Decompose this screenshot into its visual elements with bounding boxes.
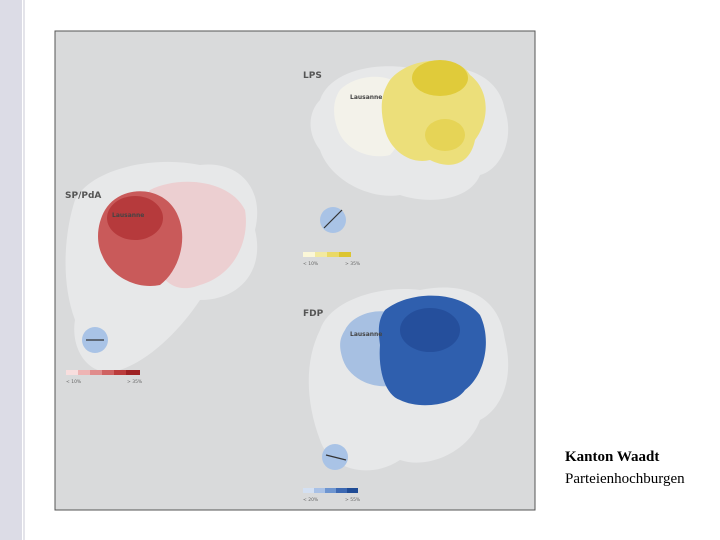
- legend-low: < 10%: [303, 261, 319, 267]
- slide-subtitle: Parteienhochburgen: [565, 471, 685, 487]
- legend-high: > 55%: [345, 497, 361, 503]
- city-label: Lausanne: [112, 212, 144, 219]
- map-sp: SP/PdA Lausanne < 10% > 35%: [65, 161, 258, 385]
- slide-title: Kanton Waadt: [565, 449, 659, 465]
- party-label: LPS: [303, 71, 322, 81]
- legend-high: > 35%: [345, 261, 361, 267]
- legend-low: < 20%: [303, 497, 319, 503]
- legend-low: < 10%: [66, 379, 82, 385]
- party-label: FDP: [303, 309, 324, 319]
- side-bar: [0, 0, 22, 540]
- map-fdp: FDP Lausanne < 20% > 55%: [303, 287, 509, 503]
- party-label: SP/PdA: [65, 191, 101, 201]
- legend-high: > 35%: [127, 379, 143, 385]
- city-label: Lausanne: [350, 331, 382, 338]
- map-lps: LPS Lausanne < 10% > 35%: [303, 60, 509, 267]
- city-label: Lausanne: [350, 94, 382, 101]
